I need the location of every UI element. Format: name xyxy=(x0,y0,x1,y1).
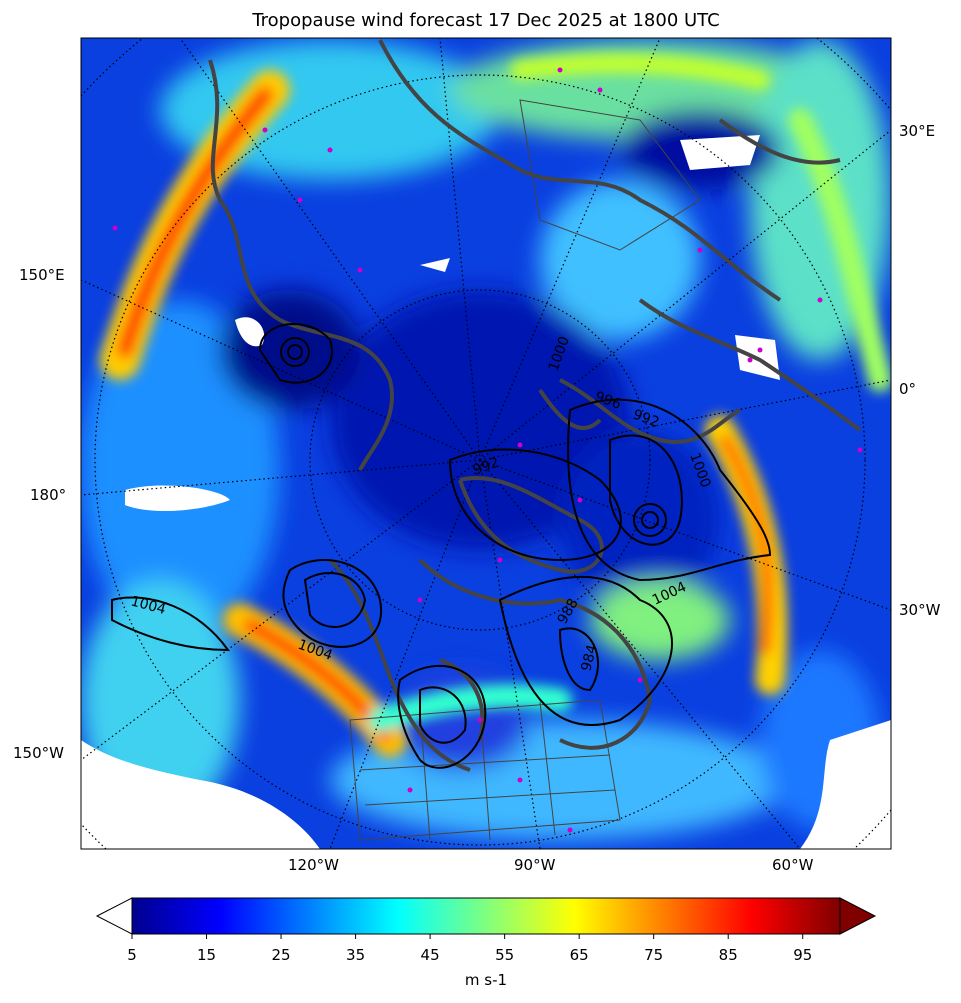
colorbar-tick-label: 85 xyxy=(718,946,738,964)
colorbar-tick-label: 75 xyxy=(644,946,664,964)
lon-label-30e: 30°E xyxy=(899,122,936,140)
colorbar xyxy=(95,897,877,939)
pressure-contours xyxy=(111,323,772,769)
lon-label-60w: 60°W xyxy=(772,856,814,874)
colorbar-tick-label: 45 xyxy=(420,946,440,964)
colorbar-under-extension xyxy=(95,897,133,935)
colorbar-tick-label: 15 xyxy=(196,946,217,964)
colorbar-tick-label: 35 xyxy=(346,946,366,964)
colorbar-tick-label: 5 xyxy=(127,946,137,964)
lon-label-150w: 150°W xyxy=(13,744,64,762)
map-title: Tropopause wind forecast 17 Dec 2025 at … xyxy=(252,10,720,31)
colorbar-over-extension xyxy=(839,897,877,935)
coastlines xyxy=(208,39,862,772)
colorbar-body xyxy=(132,898,840,934)
colorbar-tick-label: 65 xyxy=(569,946,589,964)
lon-label-90w: 90°W xyxy=(514,856,556,874)
colorbar-tick-label: 55 xyxy=(495,946,515,964)
lon-label-180: 180° xyxy=(30,486,67,504)
lon-label-30w: 30°W xyxy=(899,601,941,619)
lon-label-150e: 150°E xyxy=(19,266,65,284)
wind-speed-field xyxy=(81,38,891,849)
below-threshold-areas xyxy=(81,135,891,849)
lon-label-120w: 120°W xyxy=(288,856,339,874)
borders xyxy=(349,99,701,841)
map-frame xyxy=(80,37,892,850)
lon-label-0: 0° xyxy=(899,380,917,398)
colorbar-unit-label: m s-1 xyxy=(464,971,508,989)
colorbar-tick-label: 25 xyxy=(271,946,291,964)
colorbar-tick-label: 95 xyxy=(793,946,813,964)
station-markers xyxy=(112,67,863,833)
contour-label: 984 xyxy=(578,643,600,673)
